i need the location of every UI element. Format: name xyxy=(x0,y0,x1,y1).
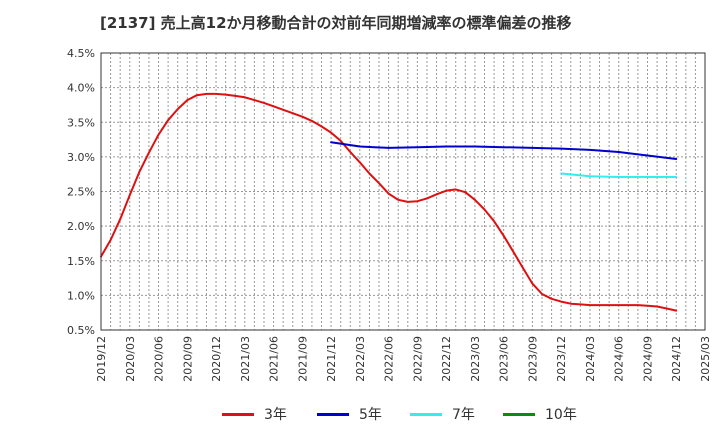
series-line-2 xyxy=(560,172,678,178)
axis-ticks: 4.5% 4.0% 3.5% 3.0% 2.5% 2.0% 1.5% 1.0% 0.5%2019… xyxy=(67,47,712,382)
x-tick-label: 2021/09 xyxy=(296,336,309,382)
legend-label: 7年 xyxy=(452,407,475,423)
y-tick-label: 2.5% xyxy=(67,186,95,199)
x-tick-label: 2020/12 xyxy=(210,336,223,382)
x-tick-label: 2019/12 xyxy=(95,336,108,382)
series-layer xyxy=(100,92,678,312)
y-tick-label: 3.0% xyxy=(67,151,95,164)
legend-swatch xyxy=(503,412,535,416)
x-tick-label: 2021/06 xyxy=(268,336,281,382)
y-tick-label: 3.5% xyxy=(67,116,95,129)
x-tick-label: 2024/12 xyxy=(670,336,683,382)
chart-title: [2137] 売上高12か月移動合計の対前年同期増減率の標準偏差の推移 xyxy=(100,14,572,32)
legend-swatch xyxy=(317,412,349,416)
x-tick-label: 2022/12 xyxy=(440,336,453,382)
x-tick-label: 2022/06 xyxy=(383,336,396,382)
x-tick-label: 2021/12 xyxy=(325,336,338,382)
x-tick-label: 2023/09 xyxy=(526,336,539,382)
legend-swatch xyxy=(222,412,254,416)
x-tick-label: 2021/03 xyxy=(239,336,252,382)
y-tick-label: 0.5% xyxy=(67,324,95,337)
x-tick-label: 2020/03 xyxy=(124,336,137,382)
x-tick-label: 2023/06 xyxy=(498,336,511,382)
y-tick-label: 1.5% xyxy=(67,255,95,268)
x-tick-label: 2020/06 xyxy=(153,336,166,382)
legend-item-5y: 5年 xyxy=(317,404,382,424)
legend-item-10y: 10年 xyxy=(503,404,577,424)
legend-item-7y: 7年 xyxy=(410,404,475,424)
x-tick-label: 2024/03 xyxy=(584,336,597,382)
x-tick-label: 2022/09 xyxy=(411,336,424,382)
y-tick-label: 4.0% xyxy=(67,82,95,95)
legend-label: 5年 xyxy=(359,407,382,423)
x-tick-label: 2022/03 xyxy=(354,336,367,382)
legend-label: 3年 xyxy=(264,407,287,423)
legend-label: 10年 xyxy=(545,407,577,423)
x-tick-label: 2024/09 xyxy=(641,336,654,382)
legend-item-3y: 3年 xyxy=(222,404,287,424)
x-tick-label: 2023/12 xyxy=(555,336,568,382)
y-tick-label: 2.0% xyxy=(67,220,95,233)
x-tick-label: 2020/09 xyxy=(181,336,194,382)
legend: 3年 5年 7年 10年 xyxy=(0,400,720,430)
x-tick-label: 2024/06 xyxy=(613,336,626,382)
y-tick-label: 4.5% xyxy=(67,47,95,60)
series-line-1 xyxy=(330,141,678,160)
legend-swatch xyxy=(410,412,442,416)
plot-frame xyxy=(100,52,706,331)
x-tick-label: 2025/03 xyxy=(699,336,712,382)
series-line-0 xyxy=(100,92,678,312)
grid-layer xyxy=(101,52,705,331)
x-tick-label: 2023/03 xyxy=(469,336,482,382)
y-tick-label: 1.0% xyxy=(67,289,95,302)
